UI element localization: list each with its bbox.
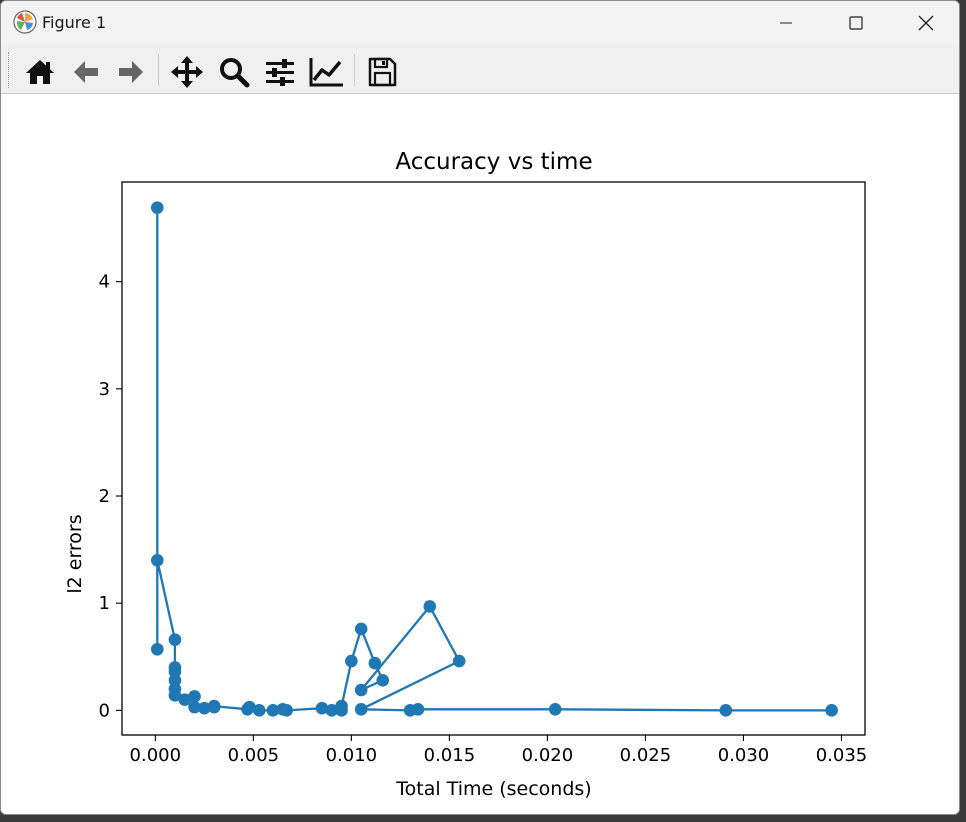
data-point	[368, 656, 382, 670]
zoom-button[interactable]	[214, 52, 254, 92]
series-line	[156, 207, 832, 712]
data-point	[168, 633, 182, 646]
x-tick-label: 0.015	[424, 745, 476, 766]
y-tick-label: 3	[99, 379, 110, 400]
home-button[interactable]	[20, 52, 60, 92]
back-button[interactable]	[66, 52, 106, 92]
move-arrows-icon	[171, 56, 203, 88]
data-point	[168, 689, 182, 702]
y-axis-label: l2 errors	[64, 514, 86, 593]
data-point	[188, 700, 201, 714]
data-point	[354, 702, 368, 716]
data-point	[188, 690, 201, 703]
edit-axis-button[interactable]	[307, 52, 347, 92]
sliders-icon	[266, 59, 294, 86]
configure-subplots-button[interactable]	[260, 52, 300, 92]
arrow-right-icon	[119, 61, 143, 83]
x-axis-label: Total Time (seconds)	[395, 778, 591, 800]
toolbar-separator	[354, 54, 355, 86]
chart-title: Accuracy vs time	[395, 149, 592, 175]
figure-canvas[interactable]: Accuracy vs time 0.000 0.005 0.010 0.015 0.0…	[1, 94, 959, 814]
title-bar[interactable]: Figure 1	[1, 1, 959, 44]
axes-frame	[121, 181, 866, 736]
data-point	[345, 654, 358, 668]
x-tick-label: 0.000	[130, 745, 182, 766]
data-point	[354, 622, 368, 636]
x-tick-label: 0.025	[620, 745, 672, 766]
magnifier-icon	[220, 58, 250, 88]
data-point	[252, 704, 266, 717]
y-tick-label: 2	[99, 486, 110, 507]
data-point	[266, 704, 280, 717]
toolbar-grip[interactable]	[8, 52, 12, 88]
x-tick-label: 0.035	[816, 745, 868, 766]
x-tick-label: 0.010	[326, 745, 378, 766]
toolbar-separator	[158, 54, 159, 86]
data-point	[423, 600, 437, 613]
data-point	[198, 701, 211, 715]
data-point	[548, 702, 562, 716]
maximize-button[interactable]	[821, 1, 891, 44]
y-tick-label: 4	[99, 272, 110, 293]
y-tick-label: 0	[99, 700, 110, 721]
data-point	[325, 704, 339, 717]
data-point	[719, 704, 733, 717]
data-point	[150, 642, 164, 656]
data-point	[178, 693, 192, 706]
chart: Accuracy vs time 0.000 0.005 0.010 0.015 0.0…	[64, 149, 868, 800]
minimize-icon	[780, 22, 792, 23]
navigation-toolbar	[1, 44, 959, 94]
home-icon	[26, 60, 54, 84]
arrow-left-icon	[74, 61, 98, 83]
save-button[interactable]	[362, 52, 402, 92]
floppy-disk-icon	[368, 57, 397, 87]
data-point	[150, 554, 164, 567]
data-point	[825, 704, 838, 717]
data-point	[315, 701, 329, 715]
pan-button[interactable]	[167, 52, 207, 92]
data-point	[280, 704, 293, 717]
minimize-button[interactable]	[751, 1, 821, 44]
data-point	[354, 683, 368, 697]
forward-button[interactable]	[111, 52, 151, 92]
line-chart-icon	[309, 58, 343, 87]
data-point	[207, 699, 221, 713]
close-icon	[918, 15, 934, 30]
data-point	[150, 201, 164, 215]
maximize-icon	[849, 15, 863, 30]
data-point	[243, 700, 256, 714]
x-tick-label: 0.030	[718, 745, 770, 766]
x-tick-label: 0.020	[522, 745, 574, 766]
x-tick-label: 0.005	[228, 745, 280, 766]
y-tick-label: 1	[99, 593, 110, 614]
window-title: Figure 1	[42, 13, 107, 32]
data-point	[411, 702, 425, 716]
data-point	[452, 654, 466, 668]
data-point	[335, 699, 348, 713]
plot-area: 0.000 0.005 0.010 0.015 0.020 0.025 0.030 0.035…	[99, 181, 868, 766]
data-point	[376, 674, 390, 687]
close-button[interactable]	[891, 1, 959, 44]
matplotlib-logo-icon	[13, 10, 37, 34]
